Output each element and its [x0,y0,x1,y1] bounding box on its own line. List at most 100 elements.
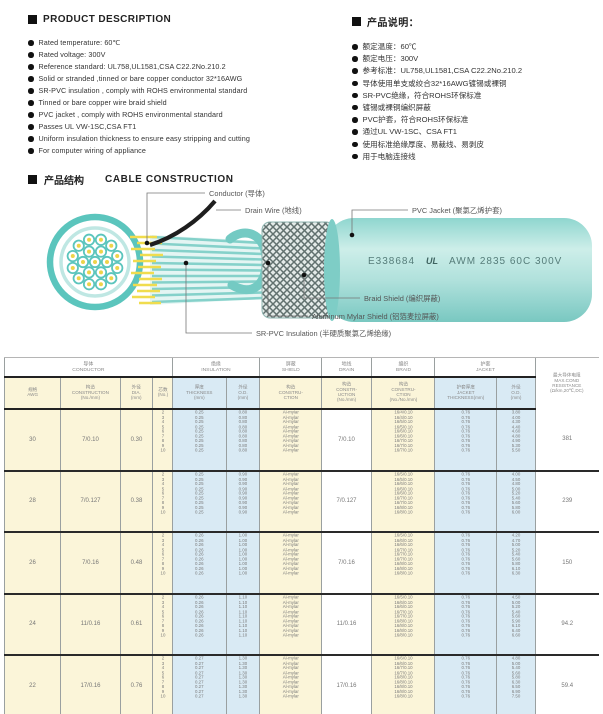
wire-conductor-dot [99,249,103,254]
insulation-thickness-cell: 0.25 0.25 0.25 0.25 0.25 0.25 0.25 0.25 0.25 [172,469,227,532]
shield-construction-cell: Al-mylar Al-mylar Al-mylar Al-mylar Al-mylar… [259,531,322,594]
square-bullet-icon [28,15,37,24]
max-resistance-cell: 150 [535,531,599,594]
cross-section-wires [66,233,124,291]
desc-item-text: Solid or stranded ,tinned or bare copper… [38,74,243,83]
desc-item-text: For computer wiring of appliance [38,146,146,155]
desc-item-cn: 使用标准绝缘厚度、易裁线、易剥皮 [352,139,597,149]
desc-item-cn: 镀锡或裸铜编织屏蔽 [352,104,597,112]
conductor-construction-cell: 7/0.10 [60,409,121,471]
spec-row-awg-26: 26 7/0.16 0.48 2 3 4 5 6 7 8 9 10 0.26 0.26 0.26 0.26 0.… [4,531,599,594]
insulation-thickness-cell: 0.27 0.27 0.27 0.27 0.27 0.27 0.27 0.27 0.27 [172,654,227,714]
round-bullet-icon [28,64,34,70]
group-shield: 屏蔽 SHIELD [259,357,322,377]
resistance-header: 最大导体电阻 MAX.COND RESISTANCE (Ω/km,20℃,DC) [535,357,599,409]
insulation-od-cell: 0.80 0.80 0.80 0.80 0.80 0.80 0.80 0.80 0.80 [225,409,260,471]
conductor-construction-cell: 17/0.16 [60,654,121,714]
braid-shield-shape [261,221,335,319]
desc-item-text: Reference standard: UL758,UL1581,CSA C22… [38,62,226,71]
desc-item-cn: 导体使用单支或绞合32*16AWG镀锡或裸铜 [352,79,597,88]
header-insulation-thickness: 厚度 THICKNESS (mm) [172,376,227,410]
braid-construction-cell: 16/5/0.10 16/6/0.10 16/6/0.10 16/7/0.10 16/7… [371,531,435,594]
spec-row-awg-28: 28 7/0.127 0.38 2 3 4 5 6 7 8 9 10 0.25 0.25 0.25 0.25 0… [4,469,599,532]
header-conductor-dia: 外径 DIA. (mm) [120,376,153,410]
braid-construction-cell: 16/5/0.10 16/6/0.10 16/6/0.10 16/7/0.10 16/7… [371,592,435,655]
drain-construction-cell: 17/0.16 [321,654,372,714]
header-shield-construction: 构造 CONSTRU- CTION [259,376,322,410]
desc-item-text: 使用标准绝缘厚度、易裁线、易剥皮 [362,139,485,149]
product-description-list-cn: 额定温度：60℃ 额定电压：300V 参考标准：UL758,UL1581,CSA… [352,43,597,160]
cores-cell: 2 3 4 5 6 7 8 9 10 [152,531,173,594]
desc-item-cn: 参考标准：UL758,UL1581,CSA C22.2No.210.2 [352,67,597,75]
wire-conductor-dot [99,270,103,275]
shield-construction-cell: Al-mylar Al-mylar Al-mylar Al-mylar Al-mylar… [259,654,322,714]
header-braid-construction: 构造 CONSTRU- CTION (No./No./mm) [371,376,435,410]
cable-construction-title: 产品结构 CABLE CONSTRUCTION [28,172,234,187]
max-resistance-cell: 59.4 [535,654,599,714]
round-bullet-icon [352,80,358,87]
desc-item-text: Rated voltage: 300V [38,50,106,59]
desc-item-cn: 用于电脑连接线 [352,153,597,161]
round-bullet-icon [352,129,358,135]
round-bullet-icon [28,76,34,82]
sub-header-row: 规格 AWG 构造 CONSTRUCTION (No./mm) 外径 DIA. … [4,376,599,410]
desc-item-cn: 额定温度：60℃ [352,43,597,51]
desc-item-text: PVC jacket , comply with ROHS environmen… [38,110,223,119]
jacket-od-cell: 4.20 4.70 5.00 5.20 5.40 5.60 5.80 6.10 6.30 [496,531,536,594]
conductor-dia-cell: 0.76 [120,654,153,714]
insulation-thickness-cell: 0.26 0.26 0.26 0.26 0.26 0.26 0.26 0.26 0.26 [172,592,227,655]
awg-cell: 28 [4,469,61,532]
desc-item-en: PVC jacket , comply with ROHS environmen… [28,111,343,118]
pvc-jacket-shape [326,218,592,322]
jacket-print-cert: E338684 [368,256,415,267]
product-description-title: PRODUCT DESCRIPTION [28,14,343,25]
conductor-construction-cell: 11/0.16 [60,592,121,655]
square-bullet-icon [352,17,361,26]
jacket-thickness-cell: 0.76 0.76 0.76 0.76 0.76 0.76 0.76 0.76 0.76 [434,469,497,532]
square-bullet-icon [28,175,37,184]
round-bullet-icon [28,148,34,154]
insulation-od-cell: 1.10 1.10 1.10 1.10 1.10 1.10 1.10 1.10 1.10 [225,592,260,655]
insulation-od-cell: 1.30 1.30 1.30 1.30 1.30 1.30 1.30 1.30 1.30 [225,654,260,714]
wire-conductor-dot [115,254,120,259]
spec-table: 导体 CONDUCTOR 绝缘 INSULATION 屏蔽 SHIELD 地线 … [4,357,599,714]
conductor-strands [130,235,163,305]
label-pvc-jacket: PVC Jacket (聚氯乙烯护套) [412,206,502,215]
desc-item-text: 通过UL VW-1SC、CSA FT1 [362,127,458,137]
header-awg: 规格 AWG [4,376,61,410]
jacket-od-cell: 4.00 4.50 4.80 5.00 5.20 5.40 5.60 5.80 6.00 [496,469,536,532]
round-bullet-icon [352,92,358,99]
round-bullet-icon [28,88,34,94]
desc-item-text: Rated temperature: 60℃ [38,38,121,47]
drain-construction-cell: 11/0.16 [321,592,372,655]
shield-construction-cell: Al-mylar Al-mylar Al-mylar Al-mylar Al-mylar… [259,409,322,471]
wire-conductor-dot [98,237,103,242]
desc-item-cn: PVC护套，符合ROHS环保标准 [352,116,597,124]
insulation-thickness-cell: 0.26 0.26 0.26 0.26 0.26 0.26 0.26 0.26 0.26 [172,531,227,594]
desc-item-text: 用于电脑连接线 [362,151,416,161]
desc-item-en: Reference standard: UL758,UL1581,CSA C22… [28,63,343,70]
jacket-cut-rim [324,219,340,321]
desc-item-text: SR-PVC绝缘，符合ROHS环保标准 [362,90,482,100]
group-braid: 编织 BRAID [371,357,435,377]
cable-construction-diagram: E338684 UL AWM 2835 60C 300V Conductor (… [46,189,592,338]
header-insulation-od: 外径 O.D. (mm) [225,376,260,410]
desc-item-en: Rated voltage: 300V [28,51,343,58]
conductor-dia-cell: 0.30 [120,409,153,471]
braid-construction-cell: 16/6/0.10 16/6/0.10 16/7/0.10 16/7/0.10 16/8… [371,654,435,714]
desc-item-en: Solid or stranded ,tinned or bare copper… [28,75,343,82]
jacket-thickness-cell: 0.76 0.76 0.76 0.76 0.76 0.76 0.76 0.76 0.76 [434,531,497,594]
max-resistance-cell: 94.2 [535,592,599,655]
conductor-dia-cell: 0.38 [120,469,153,532]
spec-row-awg-22: 22 17/0.16 0.76 2 3 4 5 6 7 8 9 10 0.27 0.27 0.27 0.27 0… [4,654,599,714]
desc-item-text: PVC护套，符合ROHS环保标准 [362,115,469,125]
spec-table-body: 30 7/0.10 0.30 2 3 4 5 6 7 8 9 10 0.25 0.25 0.25 0.25 0.… [4,409,599,714]
wire-conductor-dot [87,270,91,275]
insulation-thickness-cell: 0.25 0.25 0.25 0.25 0.25 0.25 0.25 0.25 0.25 [172,409,227,471]
round-bullet-icon [352,44,358,50]
round-bullet-icon [352,104,358,111]
round-bullet-icon [352,141,358,147]
round-bullet-icon [352,153,358,160]
header-jacket-thickness: 护套厚度 JACKET THICKNESS(mm) [434,376,497,410]
